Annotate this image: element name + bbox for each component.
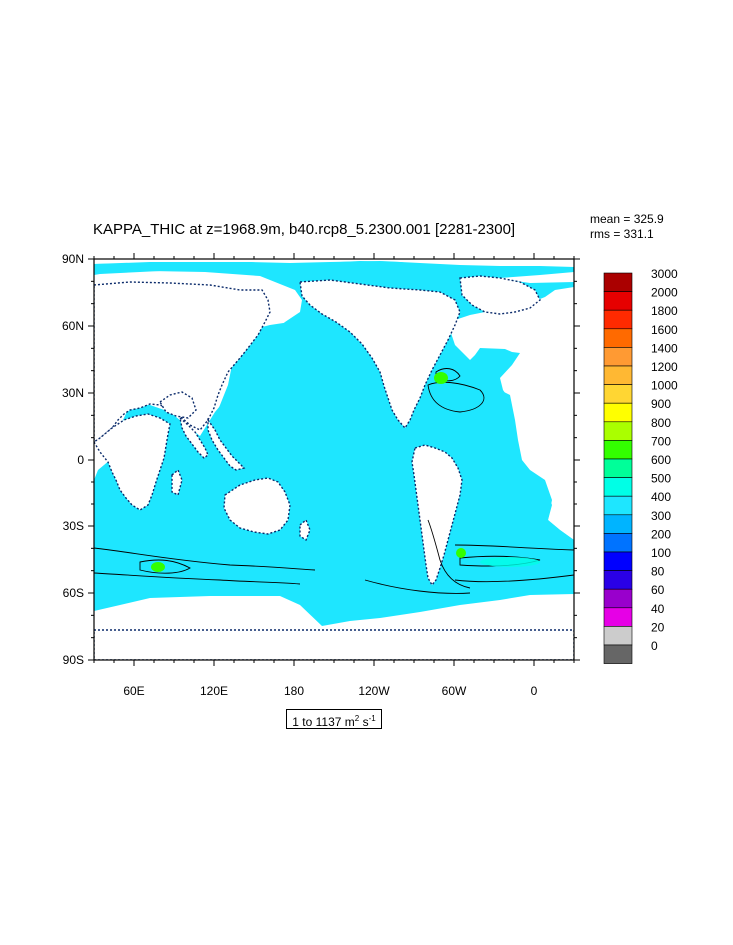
land-india bbox=[178, 416, 209, 459]
land-antarctica bbox=[94, 629, 574, 660]
colorbar-swatch bbox=[603, 421, 633, 441]
colorbar-label: 300 bbox=[651, 509, 671, 523]
colorbar-label: 600 bbox=[651, 453, 671, 467]
colorbar-swatch bbox=[603, 458, 633, 478]
colorbar-swatch bbox=[603, 495, 633, 516]
colorbar-swatch bbox=[603, 309, 633, 330]
lat-tick-label: 30N bbox=[62, 386, 84, 400]
high-kappa-regions bbox=[151, 372, 540, 572]
colorbar: 3000200018001600140012001000900800700600… bbox=[603, 267, 678, 664]
land-masses bbox=[94, 275, 574, 660]
colorbar-swatch bbox=[603, 570, 633, 590]
colorbar-label: 80 bbox=[651, 565, 665, 579]
colorbar-label: 0 bbox=[651, 639, 658, 653]
land-madagascar bbox=[171, 468, 183, 497]
colorbar-label: 900 bbox=[651, 397, 671, 411]
colorbar-swatch bbox=[603, 402, 633, 423]
colorbar-label: 1400 bbox=[651, 341, 678, 355]
lon-tick-label: 120E bbox=[200, 684, 228, 698]
contour-line bbox=[459, 555, 541, 567]
colorbar-swatch bbox=[603, 328, 633, 348]
axis-ticks: 90N 60N 30N 0 30S 60S 90S 60E 120E 180 120W 60W 0 bbox=[62, 252, 580, 698]
colorbar-swatch bbox=[603, 607, 633, 627]
colorbar-swatch bbox=[603, 347, 633, 367]
colorbar-label: 1600 bbox=[651, 323, 678, 337]
ocean-arctic bbox=[94, 261, 574, 278]
lon-tick-label: 180 bbox=[284, 684, 304, 698]
colorbar-label: 2000 bbox=[651, 286, 678, 300]
land-africa bbox=[94, 413, 171, 511]
land-australia bbox=[223, 477, 291, 535]
land-north-america bbox=[299, 279, 461, 430]
colorbar-swatch bbox=[603, 440, 633, 460]
colorbar-swatch bbox=[603, 644, 633, 664]
lon-tick-label: 60W bbox=[442, 684, 467, 698]
high-kappa-gulfstream bbox=[434, 372, 448, 384]
contour-line bbox=[94, 547, 316, 571]
lon-tick-label: 120W bbox=[358, 684, 390, 698]
lat-tick-label: 60S bbox=[63, 586, 84, 600]
mean-stat: mean = 325.9 bbox=[590, 212, 664, 226]
colorbar-swatch bbox=[603, 477, 633, 497]
lat-tick-label: 90N bbox=[62, 252, 84, 266]
colorbar-swatch bbox=[603, 533, 633, 553]
colorbar-label: 700 bbox=[651, 434, 671, 448]
land-europe-asia bbox=[94, 281, 271, 443]
land-greenland bbox=[459, 275, 541, 315]
colorbar-label: 400 bbox=[651, 490, 671, 504]
chart-title: KAPPA_THIC at z=1968.9m, b40.rcp8_5.2300… bbox=[93, 221, 516, 238]
contour-line bbox=[427, 381, 485, 413]
land-arabia bbox=[159, 391, 197, 419]
land-southeast-asia bbox=[207, 417, 246, 471]
ocean-atlantic bbox=[413, 390, 574, 575]
contour-line bbox=[94, 572, 301, 585]
colorbar-label: 40 bbox=[651, 602, 665, 616]
colorbar-label: 200 bbox=[651, 527, 671, 541]
land-nz bbox=[299, 518, 311, 542]
colorbar-swatch bbox=[603, 365, 633, 385]
lat-tick-label: 0 bbox=[77, 453, 84, 467]
colorbar-label: 100 bbox=[651, 546, 671, 560]
colorbar-swatch bbox=[603, 384, 633, 404]
contour-line bbox=[139, 559, 191, 574]
lon-tick-label: 60E bbox=[123, 684, 144, 698]
colorbar-label: 500 bbox=[651, 472, 671, 486]
lon-tick-label: 0 bbox=[531, 684, 538, 698]
lat-tick-label: 30S bbox=[63, 519, 84, 533]
colorbar-label: 1200 bbox=[651, 360, 678, 374]
colorbar-label: 20 bbox=[651, 620, 665, 634]
colorbar-swatch bbox=[603, 514, 633, 534]
contour-line bbox=[454, 544, 574, 551]
range-label: 1 to 1137 m2 s-1 bbox=[286, 709, 382, 729]
rms-stat: rms = 331.1 bbox=[590, 227, 654, 241]
map-field bbox=[94, 259, 574, 660]
high-kappa-brazil bbox=[456, 548, 466, 558]
colorbar-label: 1800 bbox=[651, 304, 678, 318]
range-label-mid: s bbox=[359, 715, 369, 729]
colorbar-label: 1000 bbox=[651, 379, 678, 393]
contour-line bbox=[427, 519, 471, 589]
contour-line bbox=[364, 579, 471, 594]
colorbar-label: 3000 bbox=[651, 267, 678, 281]
contour-line bbox=[454, 574, 574, 583]
lat-tick-label: 60N bbox=[62, 319, 84, 333]
colorbar-label: 60 bbox=[651, 583, 665, 597]
colorbar-swatch bbox=[603, 291, 633, 311]
lat-tick-label: 90S bbox=[63, 653, 84, 667]
colorbar-swatch bbox=[603, 588, 633, 609]
mid-kappa-south-atlantic bbox=[480, 557, 540, 567]
land-south-america bbox=[411, 444, 463, 587]
colorbar-label: 800 bbox=[651, 416, 671, 430]
range-label-exp1: 2 bbox=[354, 714, 360, 723]
colorbar-swatch bbox=[603, 626, 633, 646]
range-label-exp2: -1 bbox=[368, 714, 376, 723]
range-label-text: 1 to 1137 m bbox=[292, 715, 355, 729]
colorbar-swatch bbox=[603, 551, 633, 571]
contour-lines bbox=[94, 368, 574, 594]
colorbar-swatch bbox=[603, 272, 633, 292]
high-kappa-agulhas bbox=[151, 562, 165, 572]
